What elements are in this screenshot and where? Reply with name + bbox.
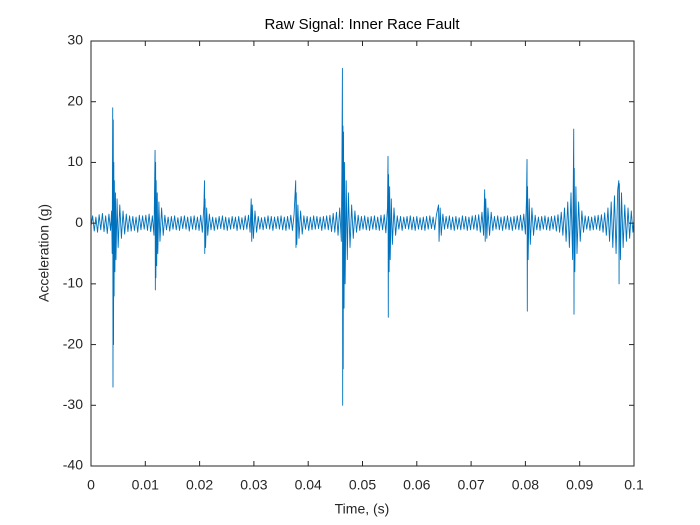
x-tick-label: 0.1 bbox=[624, 477, 644, 493]
x-tick-label: 0.09 bbox=[566, 477, 593, 493]
y-tick-label: -40 bbox=[63, 457, 83, 473]
y-tick-label: -20 bbox=[63, 335, 83, 351]
y-tick-label: 20 bbox=[67, 92, 83, 108]
y-tick-label: 10 bbox=[67, 153, 83, 169]
signal-line bbox=[90, 67, 635, 406]
y-tick-label: -30 bbox=[63, 396, 83, 412]
y-tick-label: 30 bbox=[67, 32, 83, 48]
chart-title: Raw Signal: Inner Race Fault bbox=[264, 16, 460, 33]
x-tick-label: 0.03 bbox=[240, 477, 267, 493]
x-tick-label: 0.05 bbox=[349, 477, 376, 493]
x-tick-label: 0.04 bbox=[295, 477, 322, 493]
x-tick-label: 0.08 bbox=[512, 477, 539, 493]
y-tick-label: -10 bbox=[63, 275, 83, 291]
y-axis-label: Acceleration (g) bbox=[36, 204, 52, 302]
x-axis-label: Time, (s) bbox=[335, 501, 390, 517]
x-tick-label: 0.01 bbox=[132, 477, 159, 493]
x-tick-label: 0.07 bbox=[457, 477, 484, 493]
x-tick-label: 0 bbox=[87, 477, 95, 493]
x-tick-label: 0.06 bbox=[403, 477, 430, 493]
y-tick-label: 0 bbox=[75, 214, 83, 230]
x-tick-label: 0.02 bbox=[186, 477, 213, 493]
